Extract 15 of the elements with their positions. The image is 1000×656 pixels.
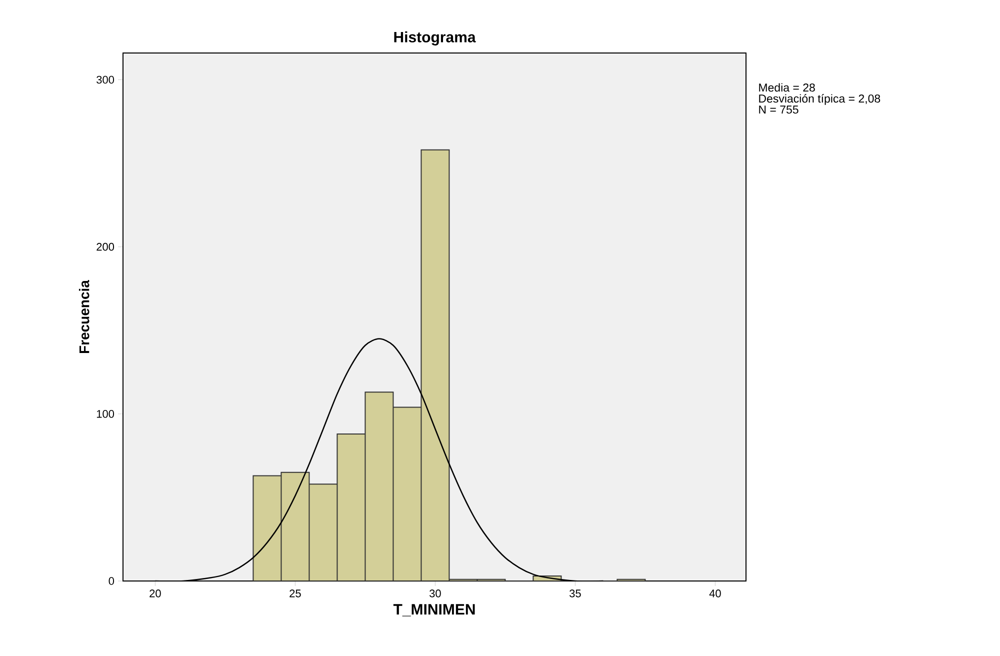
text: Media = 28	[759, 83, 815, 92]
x-tick-label: 35	[570, 590, 581, 598]
y-tick-label: 200	[96, 242, 114, 251]
y-tick-label: 300	[96, 76, 114, 84]
x-tick-label: 25	[290, 590, 301, 598]
x-tick-label: 40	[709, 590, 721, 598]
y-tick-label: 100	[96, 410, 114, 418]
y-tick-label: 0	[108, 577, 114, 585]
x-tick-label: 20	[150, 590, 161, 598]
x-tick-label: 30	[430, 590, 441, 598]
text: Desviación típica = 2,08	[759, 94, 880, 105]
y-axis-title: Frecuencia	[78, 280, 90, 354]
text: N = 755	[759, 106, 798, 114]
x-axis-title: T_MINIMEN	[393, 604, 475, 616]
chart-title: Histograma	[394, 31, 476, 46]
